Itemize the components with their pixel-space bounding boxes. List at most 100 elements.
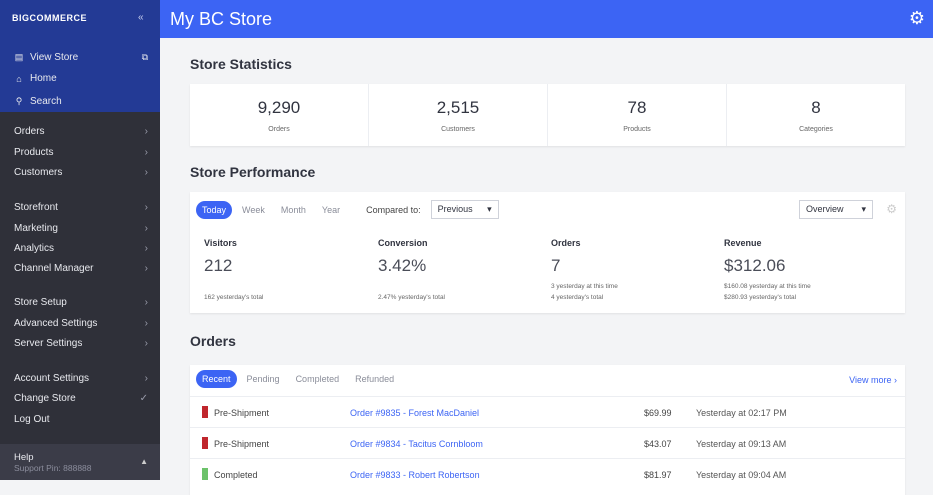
sidebar-item-server-settings[interactable]: Server Settings › <box>14 338 148 349</box>
sidebar-item-log-out[interactable]: Log Out <box>14 414 148 425</box>
metric-sub-line <box>204 281 374 292</box>
sidebar-item-products[interactable]: Products › <box>14 147 148 158</box>
chevron-right-icon: › <box>144 202 148 213</box>
stat-value: 8 <box>811 98 821 117</box>
sidebar-item-marketing[interactable]: Marketing › <box>14 223 148 234</box>
stat-value: 78 <box>627 98 647 117</box>
metric-sub: $160.08 yesterday at this time $280.93 ye… <box>724 281 894 303</box>
tab-refunded[interactable]: Refunded <box>355 374 395 384</box>
check-icon: ✓ <box>139 393 148 404</box>
order-row: Pre-Shipment Order #9834 - Tacitus Cornb… <box>190 427 905 458</box>
order-time: Yesterday at 09:13 AM <box>696 439 787 449</box>
view-select[interactable]: Overview ▾ <box>799 200 873 219</box>
period-tabs: Today Week Month Year Compared to: Previ… <box>196 200 499 219</box>
tab-pending[interactable]: Pending <box>246 374 280 384</box>
status-indicator <box>202 437 208 449</box>
bigcommerce-logo: BIGCOMMERCE <box>12 13 87 23</box>
metric-revenue: Revenue $312.06 $160.08 yesterday at this … <box>724 238 894 301</box>
metric-sub-line: 4 yesterday's total <box>551 294 604 301</box>
chevron-right-icon: › <box>144 126 148 137</box>
help-section[interactable]: Help Support Pin: 888888 ▲ <box>0 444 160 480</box>
store-performance-heading: Store Performance <box>190 164 316 180</box>
tab-month[interactable]: Month <box>280 204 306 215</box>
compared-to-value: Previous <box>437 204 473 214</box>
header: My BC Store ⚙ <box>160 0 933 38</box>
view-store-link[interactable]: ▤ View Store ⧉ <box>14 52 148 63</box>
chevron-right-icon: › <box>144 373 148 384</box>
metric-label: Conversion <box>378 238 428 248</box>
tab-year[interactable]: Year <box>321 204 341 215</box>
metric-sub: 2.47% yesterday's total <box>378 281 548 303</box>
nav-label: Log Out <box>14 414 50 425</box>
status-indicator <box>202 406 208 418</box>
chevron-right-icon: › <box>144 263 148 274</box>
caret-down-icon: ▾ <box>487 204 492 214</box>
order-link[interactable]: Order #9835 - Forest MacDaniel <box>350 408 480 418</box>
stat-categories: 8 Categories <box>727 84 905 146</box>
stat-label: Customers <box>441 126 475 133</box>
stat-label: Products <box>623 126 651 133</box>
metric-sub-line: $280.93 yesterday's total <box>724 294 797 301</box>
order-tabs: Recent Pending Completed Refunded <box>196 370 400 388</box>
order-link[interactable]: Order #9833 - Robert Robertson <box>350 470 480 480</box>
order-amount: $81.97 <box>644 470 672 480</box>
metric-label: Visitors <box>204 238 237 248</box>
caret-down-icon: ▾ <box>861 204 866 214</box>
chevron-right-icon: › <box>144 297 148 308</box>
nav-label: Account Settings <box>14 373 90 384</box>
nav-label: Advanced Settings <box>14 318 98 329</box>
tab-completed[interactable]: Completed <box>295 374 340 384</box>
metric-visitors: Visitors 212 162 yesterday's total <box>204 238 374 301</box>
order-time: Yesterday at 09:04 AM <box>696 470 787 480</box>
order-row: Pre-Shipment Order #9835 - Forest MacDan… <box>190 396 905 427</box>
sidebar-item-store-setup[interactable]: Store Setup › <box>14 297 148 308</box>
metric-value: 7 <box>551 256 561 275</box>
chevron-up-icon: ▲ <box>140 457 148 466</box>
metric-value: 212 <box>204 256 233 275</box>
metric-label: Revenue <box>724 238 762 248</box>
order-status: Pre-Shipment <box>214 408 270 418</box>
stat-value: 9,290 <box>257 98 301 117</box>
gear-icon[interactable]: ⚙ <box>908 8 925 28</box>
metric-sub-line <box>378 281 548 292</box>
view-store-label: View Store <box>30 52 79 63</box>
settings-gear-icon[interactable]: ⚙ <box>886 202 897 216</box>
sidebar-item-storefront[interactable]: Storefront › <box>14 202 148 213</box>
store-statistics-heading: Store Statistics <box>190 56 292 72</box>
sidebar-top: BIGCOMMERCE « ▤ View Store ⧉ ⌂ Home ⚲ Search <box>0 0 160 112</box>
tab-today[interactable]: Today <box>196 200 233 219</box>
order-link[interactable]: Order #9834 - Tacitus Cornbloom <box>350 439 483 449</box>
compared-to-select[interactable]: Previous ▾ <box>430 200 499 219</box>
order-amount: $43.07 <box>644 439 672 449</box>
metric-orders: Orders 7 3 yesterday at this time 4 yesterd… <box>551 238 721 301</box>
sidebar-item-account-settings[interactable]: Account Settings › <box>14 373 148 384</box>
metric-sub-line: 2.47% yesterday's total <box>378 294 445 301</box>
sidebar-item-orders[interactable]: Orders › <box>14 126 148 137</box>
sidebar: BIGCOMMERCE « ▤ View Store ⧉ ⌂ Home ⚲ Search… <box>0 0 160 480</box>
metric-conversion: Conversion 3.42% 2.47% yesterday's total <box>378 238 548 301</box>
home-icon: ⌂ <box>16 73 22 84</box>
view-more-link[interactable]: View more › <box>849 375 897 385</box>
sidebar-item-channel-manager[interactable]: Channel Manager › <box>14 263 148 274</box>
sidebar-item-analytics[interactable]: Analytics › <box>14 243 148 254</box>
search-icon: ⚲ <box>15 96 23 106</box>
metric-sub-line: 162 yesterday's total <box>204 294 264 301</box>
nav-label: Orders <box>14 126 45 137</box>
store-statistics-card: 9,290 Orders 2,515 Customers 78 Products 8 C… <box>190 84 905 146</box>
metric-sub: 3 yesterday at this time 4 yesterday's to… <box>551 281 721 303</box>
chevron-right-icon: › <box>144 147 148 158</box>
sidebar-item-change-store[interactable]: Change Store ✓ <box>14 393 148 404</box>
tab-week[interactable]: Week <box>242 204 265 215</box>
sidebar-item-customers[interactable]: Customers › <box>14 167 148 178</box>
stat-products: 78 Products <box>548 84 727 146</box>
tab-recent[interactable]: Recent <box>196 370 237 388</box>
sidebar-item-advanced-settings[interactable]: Advanced Settings › <box>14 318 148 329</box>
external-link-icon: ⧉ <box>141 52 148 62</box>
home-link[interactable]: ⌂ Home <box>14 73 56 84</box>
search-link[interactable]: ⚲ Search <box>14 96 62 107</box>
chevron-right-icon: › <box>144 223 148 234</box>
stat-label: Orders <box>268 126 290 133</box>
metric-value: 3.42% <box>378 256 427 275</box>
collapse-sidebar-icon[interactable]: « <box>138 12 144 23</box>
nav-label: Storefront <box>14 202 58 213</box>
